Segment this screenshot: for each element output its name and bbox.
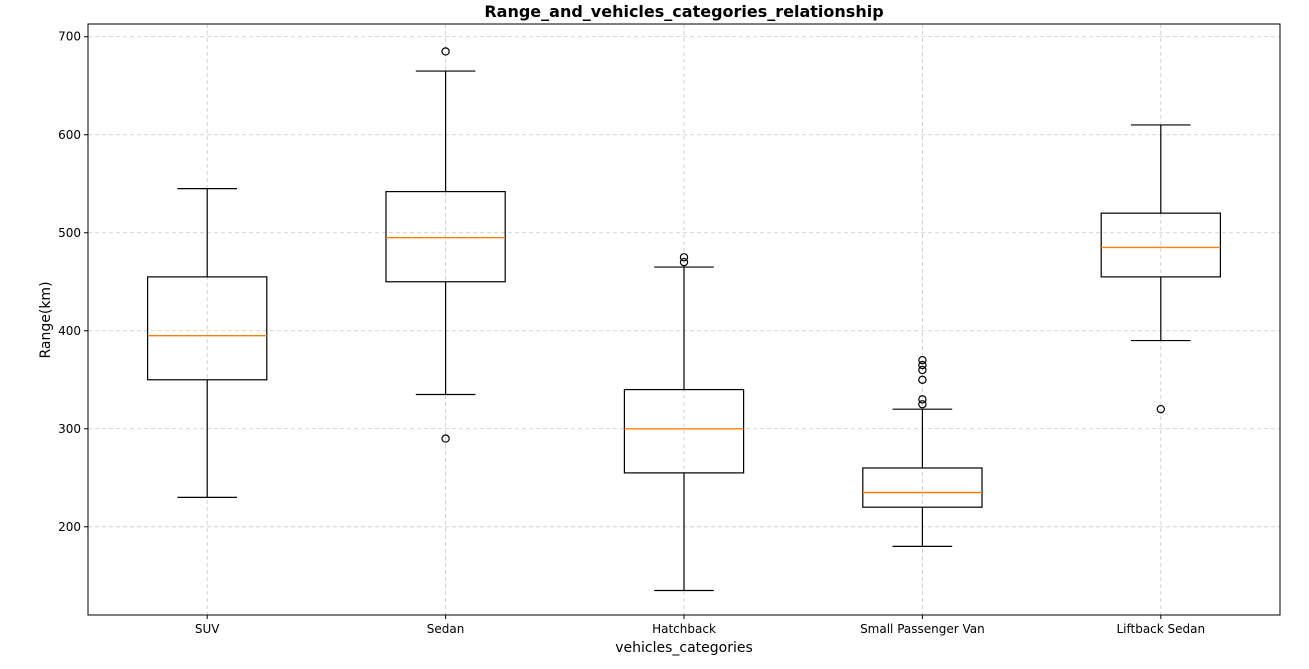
chart-title: Range_and_vehicles_categories_relationsh… — [484, 2, 883, 21]
iqr-box — [147, 276, 268, 381]
y-tick-label: 200 — [58, 520, 81, 534]
y-tick-label: 600 — [58, 128, 81, 142]
y-tick-label: 500 — [58, 226, 81, 240]
outlier-point — [679, 253, 689, 262]
box-group — [623, 253, 745, 592]
outlier-point — [1156, 404, 1166, 414]
outlier-point — [441, 47, 450, 56]
x-tick-label: Sedan — [427, 622, 465, 636]
outlier-point — [918, 365, 927, 375]
x-tick-label: Liftback Sedan — [1116, 622, 1205, 636]
iqr-box — [385, 190, 506, 283]
boxes-layer — [147, 47, 1221, 592]
x-tick-label: SUV — [195, 622, 220, 636]
y-tick-label: 400 — [58, 324, 81, 338]
x-tick-label: Hatchback — [652, 622, 716, 636]
outlier-point — [918, 375, 927, 384]
y-tick-label: 300 — [58, 422, 81, 436]
y-tick-label: 700 — [58, 30, 81, 44]
box-group — [147, 188, 268, 498]
outlier-point — [441, 434, 450, 443]
x-tick-label: Small Passenger Van — [860, 622, 985, 636]
box-group — [1100, 124, 1221, 414]
outlier-point — [918, 400, 927, 409]
box-group — [862, 355, 983, 547]
iqr-box — [623, 388, 745, 474]
x-axis-label: vehicles_categories — [615, 640, 753, 656]
outlier-point — [918, 360, 927, 370]
box-group — [385, 47, 506, 443]
outlier-point — [918, 355, 927, 365]
plot-frame — [87, 23, 1281, 616]
outlier-point — [918, 395, 927, 404]
outlier-point — [679, 257, 689, 267]
iqr-box — [862, 467, 983, 508]
iqr-box — [1100, 212, 1221, 278]
axes-layer: 200 300 400 500 600 700 SUV Sedan Hatchback Small… — [58, 30, 1205, 636]
y-axis-label: Range(km) — [38, 281, 54, 358]
